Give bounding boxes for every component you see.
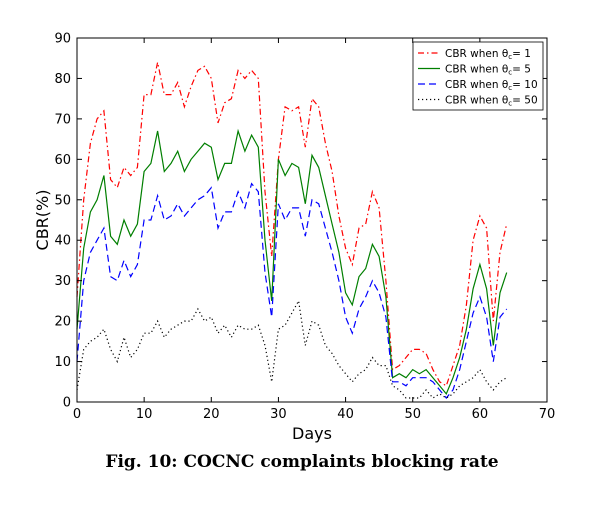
series-line-3 bbox=[76, 182, 508, 399]
figure-caption: Fig. 10: COCNC complaints blocking rate bbox=[105, 452, 499, 472]
y-tick-label: 0 bbox=[63, 396, 71, 411]
series-line-4 bbox=[76, 299, 508, 399]
x-tick-label: 10 bbox=[136, 407, 153, 422]
y-tick-label: 90 bbox=[54, 32, 71, 47]
y-tick-label: 40 bbox=[54, 234, 71, 249]
y-tick-label: 60 bbox=[54, 153, 71, 168]
y-tick-label: 20 bbox=[54, 315, 71, 330]
x-tick-label: 40 bbox=[337, 407, 354, 422]
y-axis: 0 10 20 30 40 50 60 70 80 90 bbox=[54, 32, 547, 411]
series-line-1 bbox=[76, 62, 508, 387]
y-tick-label: 10 bbox=[54, 355, 71, 370]
legend: CBR when θc= 1 CBR when θc= 5 CBR when θc=… bbox=[412, 41, 544, 111]
x-tick-label: 70 bbox=[539, 407, 556, 422]
x-tick-label: 50 bbox=[404, 407, 421, 422]
chart: 0 10 20 30 40 50 60 70 0 10 20 30 40 50 60 70 80 90 Days… bbox=[33, 32, 555, 444]
y-tick-label: 80 bbox=[54, 72, 71, 87]
x-tick-label: 20 bbox=[203, 407, 220, 422]
x-axis-label: Days bbox=[292, 424, 332, 443]
x-tick-label: 60 bbox=[472, 407, 489, 422]
y-tick-label: 30 bbox=[54, 274, 71, 289]
y-tick-label: 70 bbox=[54, 112, 71, 127]
x-axis: 0 10 20 30 40 50 60 70 bbox=[73, 38, 555, 422]
plot-frame bbox=[76, 37, 548, 403]
y-tick-label: 50 bbox=[54, 193, 71, 208]
y-axis-label: CBR(%) bbox=[33, 190, 52, 251]
legend-entry: CBR when θc= 5 bbox=[445, 64, 531, 77]
legend-entry: CBR when θc= 10 bbox=[445, 79, 538, 92]
x-tick-label: 0 bbox=[73, 407, 81, 422]
x-tick-label: 30 bbox=[270, 407, 287, 422]
legend-entry: CBR when θc= 1 bbox=[445, 48, 531, 61]
legend-entry: CBR when θc= 50 bbox=[445, 95, 538, 108]
series-line-2 bbox=[76, 128, 508, 396]
plot-lines bbox=[76, 62, 508, 399]
